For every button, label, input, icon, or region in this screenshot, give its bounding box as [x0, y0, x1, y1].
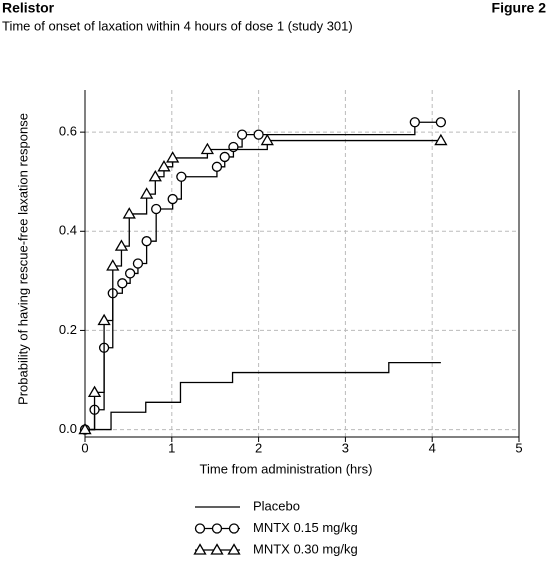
marker: [132, 258, 144, 269]
step-line: [85, 121, 441, 431]
y-tick-label: 0.0: [59, 421, 77, 436]
marker: [260, 133, 274, 146]
marker: [434, 133, 448, 146]
figure-label: Figure 2: [492, 0, 547, 16]
x-tick-label: 2: [255, 440, 262, 455]
marker: [200, 142, 215, 155]
y-axis-label: Probability of having rescue-free laxati…: [15, 113, 30, 405]
marker: [141, 236, 152, 247]
marker: [106, 259, 120, 271]
marker: [157, 160, 171, 172]
marker: [176, 171, 187, 182]
marker: [87, 385, 102, 398]
marker: [236, 129, 248, 140]
legend-label: MNTX 0.30 mg/kg: [253, 541, 358, 556]
legend-marker: [194, 523, 206, 534]
legend-label: MNTX 0.15 mg/kg: [253, 520, 358, 535]
step-line: [85, 361, 441, 431]
marker: [151, 203, 162, 215]
y-tick-label: 0.6: [59, 124, 77, 139]
x-tick-label: 0: [81, 440, 88, 455]
marker: [124, 268, 136, 279]
x-tick-label: 5: [515, 440, 522, 455]
marker: [114, 239, 129, 251]
legend-marker: [210, 543, 224, 555]
marker: [78, 422, 92, 435]
step-line: [85, 139, 441, 431]
marker: [211, 161, 223, 172]
x-tick-label: 1: [168, 440, 175, 455]
marker: [148, 169, 162, 182]
subtitle: Time of onset of laxation within 4 hours…: [2, 18, 353, 33]
marker: [122, 207, 136, 219]
marker: [435, 117, 447, 128]
x-axis-label: Time from administration (hrs): [200, 461, 373, 476]
legend-marker: [228, 523, 240, 534]
legend-label: Placebo: [253, 498, 300, 513]
legend-marker: [193, 543, 207, 555]
marker: [117, 278, 128, 289]
x-tick-label: 4: [429, 440, 436, 455]
marker: [219, 151, 230, 163]
y-tick-label: 0.2: [59, 322, 77, 337]
marker: [140, 187, 154, 199]
header-title: Relistor: [2, 0, 55, 16]
x-tick-label: 3: [342, 440, 349, 455]
y-tick-label: 0.4: [59, 223, 77, 238]
marker: [253, 129, 264, 140]
marker: [167, 193, 178, 205]
marker: [166, 151, 180, 163]
marker: [228, 141, 239, 153]
marker: [409, 117, 420, 128]
marker: [97, 313, 111, 326]
legend-marker: [211, 523, 223, 534]
legend-marker: [227, 543, 241, 555]
